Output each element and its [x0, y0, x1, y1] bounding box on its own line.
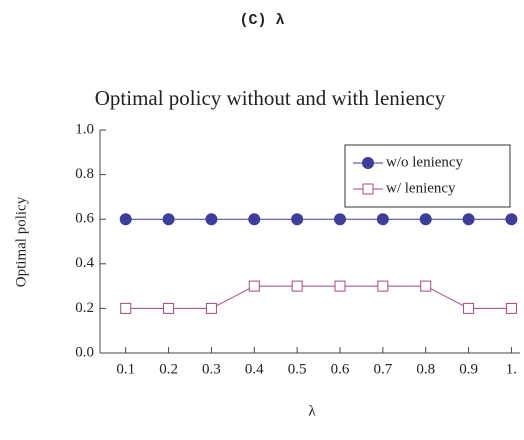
series-line	[125, 285, 512, 309]
x-tick-label: 1.	[506, 361, 517, 377]
point	[377, 280, 389, 292]
point	[505, 302, 517, 314]
point	[162, 213, 175, 226]
legend-marker	[362, 183, 374, 195]
legend-box	[344, 144, 511, 208]
point	[119, 213, 132, 226]
y-axis-label: Optimal policy	[13, 196, 29, 287]
chart-title: Optimal policy without and with leniency	[95, 86, 446, 110]
x-tick-label: 0.1	[116, 361, 135, 377]
y-tick-label: 0.8	[75, 166, 94, 182]
x-tick-label: 0.3	[202, 361, 221, 377]
point	[291, 213, 304, 226]
point	[205, 213, 218, 226]
y-tick-label: 1.0	[75, 121, 94, 137]
point	[248, 213, 261, 226]
x-axis-label: λ	[308, 403, 316, 419]
x-tick-label: 0.2	[159, 361, 178, 377]
point	[334, 213, 346, 226]
x-tick-label: 0.6	[331, 361, 350, 377]
y-tick-label: 0.0	[75, 344, 94, 360]
point	[334, 280, 346, 292]
point	[205, 302, 217, 314]
point	[420, 280, 432, 292]
y-tick-label: 0.6	[75, 211, 94, 227]
x-tick-label: 0.9	[459, 361, 478, 377]
point	[419, 213, 432, 226]
point	[505, 213, 518, 226]
legend-label: w/o leniency	[386, 154, 464, 170]
point	[291, 280, 303, 292]
point	[462, 213, 475, 226]
caption: (C) λ	[239, 12, 284, 29]
point	[163, 302, 175, 314]
y-tick-label: 0.4	[75, 255, 94, 271]
point	[463, 302, 475, 314]
legend-marker	[362, 157, 374, 169]
x-tick-label: 0.8	[416, 361, 435, 377]
point	[248, 280, 260, 292]
point	[376, 213, 389, 226]
y-tick-label: 0.2	[75, 300, 94, 316]
point	[120, 302, 132, 314]
legend-label: w/ leniency	[386, 180, 456, 196]
x-tick-label: 0.4	[245, 361, 264, 377]
x-tick-label: 0.7	[373, 361, 392, 377]
x-tick-label: 0.5	[288, 361, 307, 377]
